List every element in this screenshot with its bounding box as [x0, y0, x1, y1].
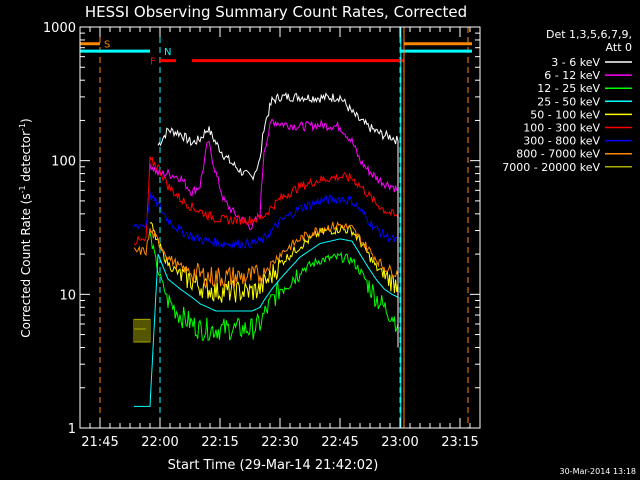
x-tick-label: 22:15	[201, 435, 238, 450]
legend-header-attenuator: Att 0	[606, 41, 632, 54]
legend-entry-label: 3 - 6 keV	[551, 56, 600, 69]
axes-layer: 21:45 22:00 22:15 22:30 22:45 23:00 23:15 1 10 10…	[43, 21, 481, 450]
series-line-300-800keV	[133, 191, 399, 250]
x-tick-label: 23:15	[441, 435, 478, 450]
series-line-12-25keV	[149, 232, 399, 341]
legend-entry-label: 300 - 800 keV	[523, 135, 600, 148]
series-layer	[79, 27, 405, 428]
legend-entry-label: 25 - 50 keV	[537, 95, 600, 108]
legend-entry-label: 50 - 100 keV	[530, 108, 600, 121]
flag-s-label: S	[104, 40, 110, 51]
legend-entry-label: 100 - 300 keV	[523, 122, 600, 135]
y-tick-label: 1	[68, 422, 76, 437]
series-line-100-300keV	[133, 156, 399, 246]
legend-entry-label: 6 - 12 keV	[544, 69, 600, 82]
y-axis-label: Corrected Count Rate (s-1 detector-1)	[18, 118, 33, 337]
footer-timestamp: 30-Mar-2014 13:18	[560, 467, 637, 476]
series-line-25-50keV	[134, 238, 399, 407]
x-tick-label: 22:45	[321, 435, 358, 450]
legend-entry-label: 7000 - 20000 keV	[502, 161, 600, 174]
legend-entry-label: 800 - 7000 keV	[516, 148, 600, 161]
series-line-3-6keV	[157, 92, 399, 181]
x-tick-label: 22:00	[141, 435, 178, 450]
legend-header-detectors: Det 1,3,5,6,7,9,	[546, 28, 632, 41]
series-line-6-12keV	[149, 118, 399, 230]
x-tick-label: 21:45	[81, 435, 118, 450]
y-tick-label: 1000	[43, 21, 76, 36]
x-tick-label: 23:00	[381, 435, 418, 450]
series-line-800-7000keV	[133, 221, 399, 290]
x-axis-label: Start Time (29-Mar-14 21:42:02)	[168, 458, 379, 473]
flag-n-label: N	[164, 47, 171, 58]
x-tick-label: 22:30	[261, 435, 298, 450]
y-tick-label: 100	[51, 155, 76, 170]
y-tick-label: 10	[59, 288, 76, 303]
flag-f-label: F	[150, 57, 156, 68]
flag-layer: S NF	[80, 27, 472, 428]
legend-entry-label: 12 - 25 keV	[537, 82, 600, 95]
series-line-50-100keV	[149, 222, 399, 303]
chart-title: HESSI Observing Summary Count Rates, Cor…	[85, 3, 467, 21]
